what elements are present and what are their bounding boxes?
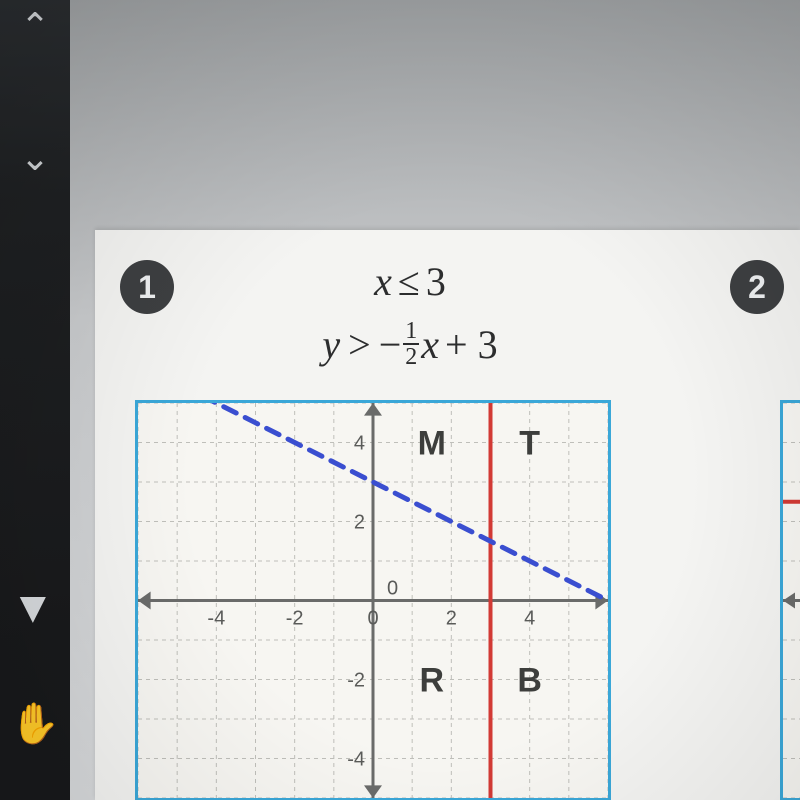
eq1-rhs: 3 xyxy=(426,258,446,305)
graph2-svg xyxy=(783,403,800,798)
problem-badge-2: 2 xyxy=(730,260,784,314)
chevron-up-icon[interactable]: ⌄ xyxy=(20,6,50,42)
svg-text:-4: -4 xyxy=(347,749,365,771)
svg-text:-2: -2 xyxy=(347,670,365,692)
svg-text:B: B xyxy=(517,661,542,699)
play-icon[interactable]: ▶ xyxy=(15,597,55,623)
svg-text:-2: -2 xyxy=(286,608,304,630)
svg-text:2: 2 xyxy=(354,512,365,534)
svg-text:-4: -4 xyxy=(207,608,225,630)
svg-text:4: 4 xyxy=(354,433,365,455)
eq2-frac-den: 2 xyxy=(403,345,419,369)
eq1-lhs: x xyxy=(374,258,392,305)
eq2-fraction: 1 2 xyxy=(403,319,419,369)
photo-surface: ⌄ ⌄ ▶ ✋ 1 2 x ≤ 3 y > − 1 2 x + 3 -4 -2 0 2… xyxy=(0,0,800,800)
app-sidebar: ⌄ ⌄ ▶ ✋ xyxy=(0,0,70,800)
eq2-lhs: y xyxy=(322,321,340,368)
hand-icon[interactable]: ✋ xyxy=(10,700,60,747)
inequality-1: x ≤ 3 xyxy=(260,258,560,305)
graph-svg: -4 -2 0 2 4 -4 -2 2 4 0 M T R B xyxy=(138,403,608,798)
svg-text:T: T xyxy=(519,424,540,462)
inequality-2: y > − 1 2 x + 3 xyxy=(260,319,560,369)
svg-text:M: M xyxy=(418,424,446,462)
eq2-frac-num: 1 xyxy=(403,319,419,345)
eq2-neg: − xyxy=(379,321,402,368)
inequality-graph-2-fragment xyxy=(780,400,800,800)
eq1-op: ≤ xyxy=(398,258,420,305)
inequality-system: x ≤ 3 y > − 1 2 x + 3 xyxy=(260,258,560,369)
inequality-graph: -4 -2 0 2 4 -4 -2 2 4 0 M T R B xyxy=(135,400,611,800)
svg-text:2: 2 xyxy=(446,608,457,630)
eq2-op: > xyxy=(348,321,371,368)
chevron-down-icon[interactable]: ⌄ xyxy=(20,140,50,176)
svg-text:4: 4 xyxy=(524,608,535,630)
svg-text:0: 0 xyxy=(367,608,378,630)
svg-text:R: R xyxy=(419,661,444,699)
eq2-const: + 3 xyxy=(445,321,498,368)
problem-badge-1: 1 xyxy=(120,260,174,314)
svg-text:0: 0 xyxy=(387,578,398,600)
eq2-x: x xyxy=(421,321,439,368)
